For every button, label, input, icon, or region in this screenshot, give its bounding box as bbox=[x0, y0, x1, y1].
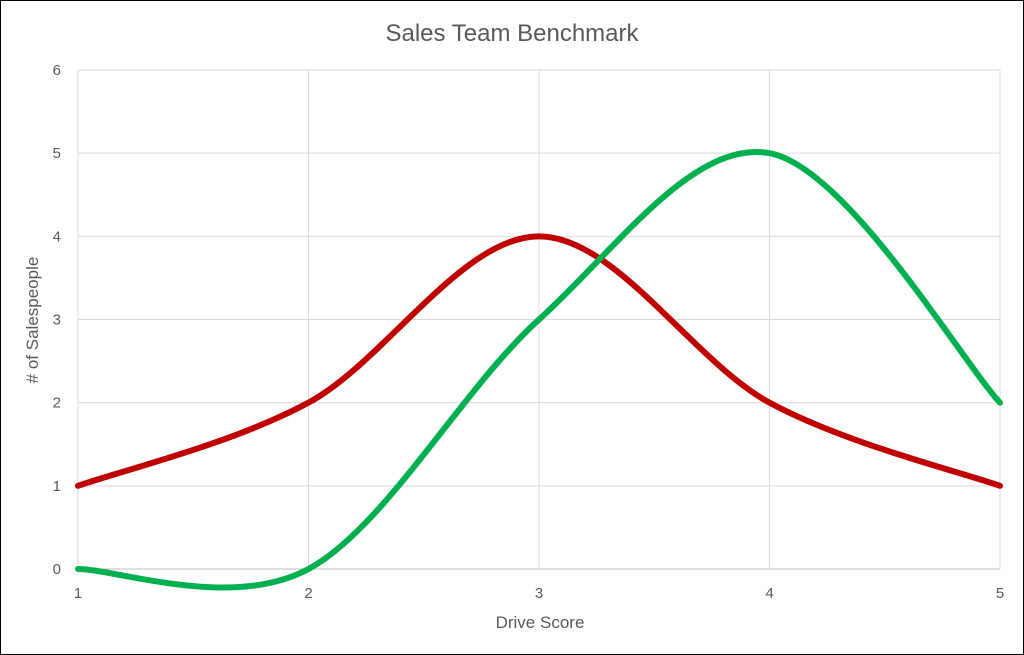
y-tick-labels: 0 1 2 3 4 5 6 bbox=[53, 62, 61, 578]
y-tick-label-0: 0 bbox=[53, 561, 61, 578]
series-line-0 bbox=[75, 233, 1003, 489]
y-tick-label-2: 2 bbox=[53, 395, 61, 412]
y-tick-label-3: 3 bbox=[53, 312, 61, 329]
y-tick-label-1: 1 bbox=[53, 478, 61, 495]
x-tick-label-3: 4 bbox=[765, 585, 773, 602]
x-tick-labels: 1 2 3 4 5 bbox=[74, 585, 1004, 602]
x-tick-label-4: 5 bbox=[996, 585, 1004, 602]
chart-title: Sales Team Benchmark bbox=[385, 20, 639, 47]
y-tick-label-6: 6 bbox=[53, 62, 61, 79]
series-lines bbox=[75, 148, 1003, 591]
y-axis-title: # of Salespeople bbox=[23, 257, 42, 384]
x-tick-label-0: 1 bbox=[74, 585, 82, 602]
x-axis-title: Drive Score bbox=[496, 613, 585, 632]
series-line-1 bbox=[75, 148, 1003, 591]
y-tick-label-4: 4 bbox=[53, 228, 61, 245]
y-tick-label-5: 5 bbox=[53, 145, 61, 162]
x-tick-label-2: 3 bbox=[535, 585, 543, 602]
x-tick-label-1: 2 bbox=[304, 585, 312, 602]
